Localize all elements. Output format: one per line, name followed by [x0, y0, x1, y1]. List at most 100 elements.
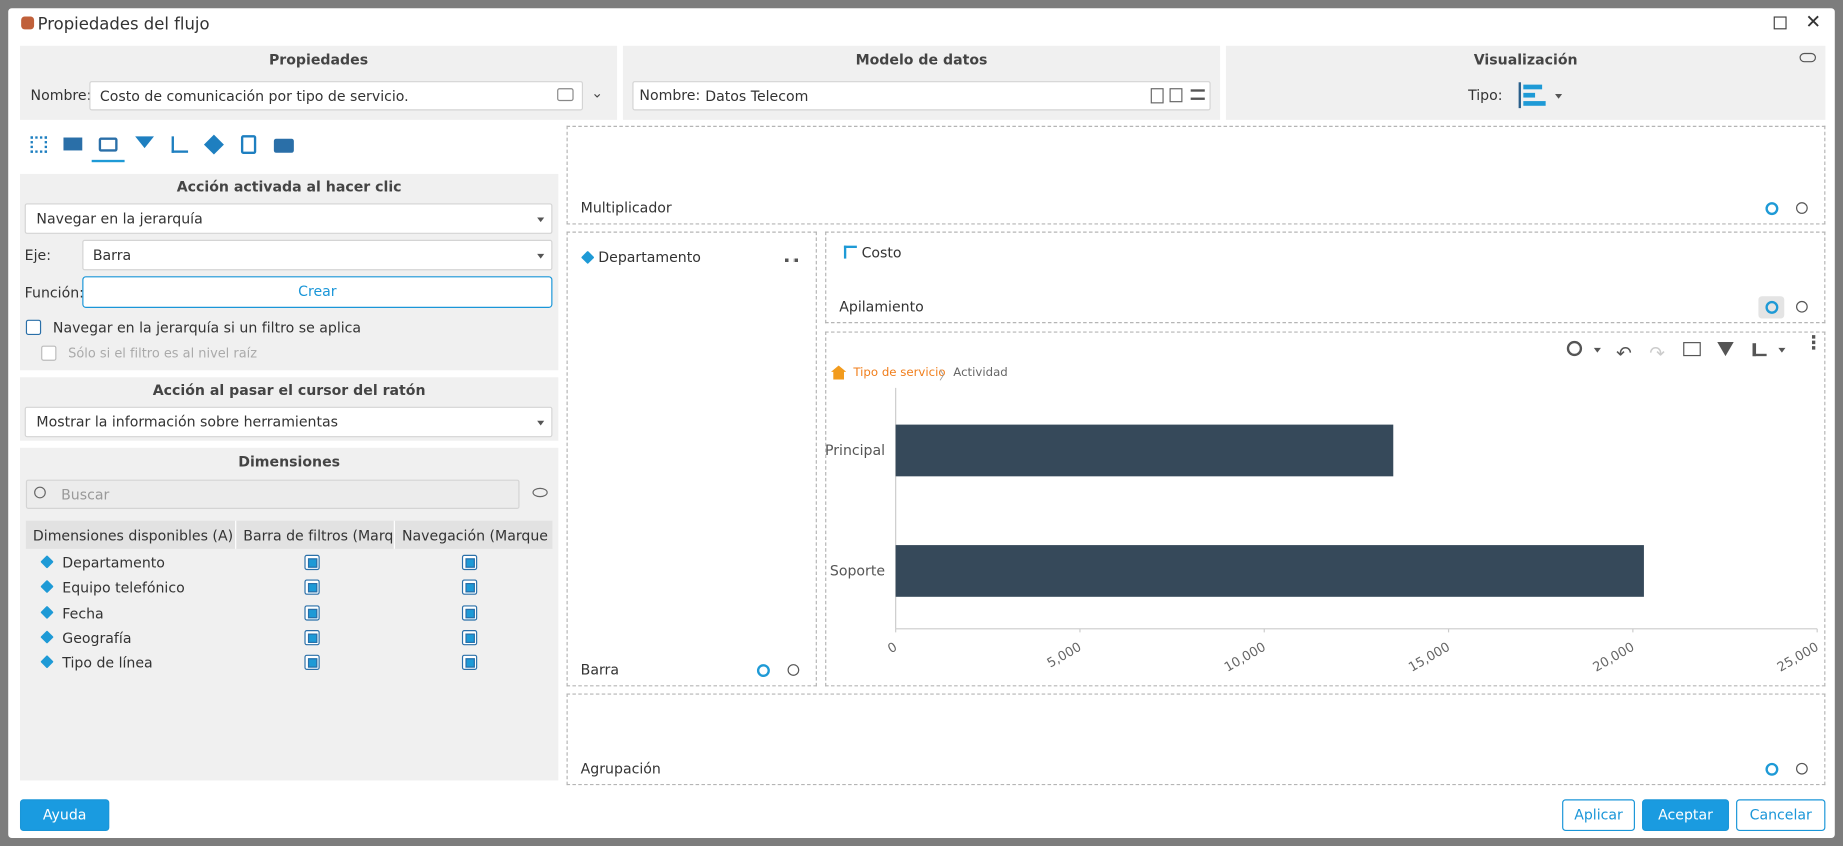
- accept-button[interactable]: Aceptar: [1642, 799, 1730, 832]
- axis-select[interactable]: [82, 239, 553, 271]
- dropdown-caret: [537, 217, 545, 223]
- heading: Acción activada al hacer clic: [176, 178, 402, 196]
- button-label: Crear: [298, 283, 337, 300]
- hover-select[interactable]: [24, 406, 553, 438]
- breadcrumb-item: Actividad: [953, 366, 1008, 380]
- visibility-icon[interactable]: [532, 487, 548, 498]
- checkbox[interactable]: [304, 579, 320, 596]
- column-divider: [393, 520, 395, 549]
- menu-icon[interactable]: [1190, 89, 1205, 100]
- tab-icon[interactable]: [135, 136, 154, 149]
- y-tick-label: Soporte: [830, 564, 885, 580]
- zone-icon[interactable]: [756, 664, 770, 678]
- checkbox[interactable]: [461, 579, 478, 596]
- label: Función:: [24, 284, 84, 301]
- x-tick-label: 25,000: [1775, 640, 1822, 676]
- home-icon[interactable]: [831, 365, 847, 380]
- zone-icon[interactable]: [1765, 762, 1779, 776]
- fullscreen-icon[interactable]: [1683, 342, 1701, 357]
- bar: [895, 424, 1394, 477]
- undo-icon[interactable]: ↶: [1616, 342, 1632, 365]
- expand-icon[interactable]: ⌄: [591, 84, 604, 102]
- settings-icon[interactable]: [1796, 762, 1808, 775]
- tab-icon[interactable]: [171, 136, 189, 153]
- model-input[interactable]: [632, 81, 1211, 111]
- checkbox[interactable]: [461, 604, 478, 621]
- field-label: Costo: [861, 244, 902, 261]
- search-input[interactable]: [25, 479, 520, 509]
- checkbox[interactable]: [25, 319, 42, 335]
- column-divider: [235, 520, 237, 549]
- bar: [895, 545, 1644, 597]
- checkbox[interactable]: [304, 554, 320, 571]
- drop-zone: [825, 231, 1826, 324]
- maximize[interactable]: [1773, 16, 1787, 30]
- table-header: [25, 520, 553, 549]
- dimension-name: Geografía: [62, 629, 132, 647]
- refresh-icon[interactable]: [1566, 340, 1583, 357]
- open-icon[interactable]: [1150, 88, 1164, 104]
- edit-icon[interactable]: [1169, 88, 1183, 103]
- select-value: Barra: [92, 246, 132, 264]
- help-button[interactable]: Ayuda: [19, 799, 110, 832]
- heading: Dimensiones: [238, 453, 341, 471]
- apply-button[interactable]: Aplicar: [1562, 799, 1635, 832]
- checkbox[interactable]: [304, 654, 320, 671]
- create-button[interactable]: Crear: [82, 276, 553, 308]
- tab-icon[interactable]: [240, 135, 257, 154]
- zone-icon: [1765, 300, 1779, 314]
- heading: Modelo de datos: [855, 51, 988, 69]
- settings-icon[interactable]: [787, 664, 800, 676]
- heading: Propiedades: [268, 51, 369, 69]
- y-tick-label: Principal: [825, 443, 885, 459]
- dropdown-caret[interactable]: [1778, 347, 1786, 353]
- zone-label: Multiplicador: [580, 199, 672, 217]
- drop-zone: [566, 693, 1826, 786]
- tab-icon[interactable]: [98, 137, 118, 152]
- action-select[interactable]: [24, 203, 553, 234]
- column-header: Dimensiones disponibles (A): [32, 527, 234, 545]
- cancel-button[interactable]: Cancelar: [1736, 799, 1826, 832]
- checkbox[interactable]: [304, 629, 320, 646]
- field-label: Departamento: [598, 249, 701, 266]
- label: Tipo:: [1468, 86, 1503, 104]
- tab-underline: [91, 159, 125, 163]
- tab-icon[interactable]: [30, 136, 48, 153]
- toggle[interactable]: [1799, 52, 1816, 63]
- zone-icon[interactable]: [1765, 202, 1779, 216]
- breadcrumb-item[interactable]: Tipo de servicio: [853, 366, 946, 380]
- zone-label: Barra: [580, 661, 619, 679]
- breadcrumb-separator: 〉: [939, 370, 951, 384]
- dimension-name: Tipo de línea: [62, 654, 153, 672]
- dropdown-caret: [537, 420, 545, 426]
- tab-icon[interactable]: [273, 138, 294, 153]
- label: Nombre:: [30, 86, 92, 104]
- settings-icon[interactable]: [1796, 300, 1808, 313]
- chart-type-icon[interactable]: [1518, 82, 1546, 109]
- select-value: Navegar en la jerarquía: [36, 210, 203, 227]
- x-tick-label: 15,000: [1406, 640, 1453, 676]
- dropdown-caret[interactable]: [1555, 94, 1563, 99]
- name-input[interactable]: [89, 81, 583, 111]
- checkbox[interactable]: [461, 629, 478, 646]
- chart-menu-icon[interactable]: [1752, 343, 1767, 357]
- checkbox[interactable]: [304, 604, 320, 621]
- translate-icon[interactable]: [557, 88, 574, 102]
- app-icon: [21, 16, 35, 30]
- checkbox-label: Sólo si el filtro es al nivel raíz: [68, 345, 258, 361]
- column-header: Navegación (Marque t...: [401, 527, 552, 545]
- dimension-name: Fecha: [62, 604, 104, 622]
- settings-icon[interactable]: [1796, 202, 1808, 214]
- tab-icon[interactable]: [63, 137, 83, 151]
- filter-icon[interactable]: [1717, 342, 1734, 357]
- hierarchy-icon[interactable]: [785, 250, 799, 263]
- x-tick-label: 20,000: [1591, 640, 1638, 676]
- close[interactable]: ✕: [1805, 10, 1822, 33]
- table: Dimensiones disponibles (A) Barra de filt…: [26, 520, 552, 686]
- checkbox[interactable]: [461, 654, 478, 671]
- dropdown-caret[interactable]: [1593, 347, 1601, 353]
- redo-icon: ↷: [1649, 342, 1665, 365]
- checkbox[interactable]: [461, 554, 478, 571]
